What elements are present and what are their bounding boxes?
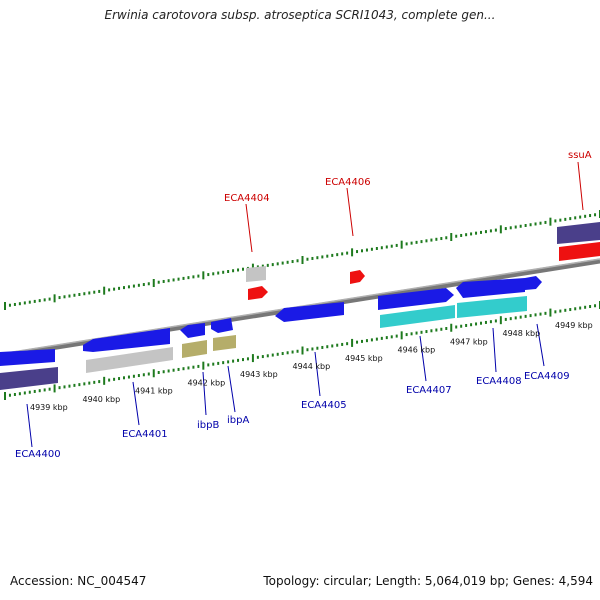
gene-ibpb-product[interactable]: [182, 340, 207, 358]
kbp-label: 4942 kbp: [188, 378, 226, 387]
gene-eca4408-arrow[interactable]: [456, 278, 525, 298]
gene-eca4408-product[interactable]: [457, 296, 527, 318]
gene-ssua-red[interactable]: [559, 242, 600, 261]
upper-tick-track: [4, 210, 600, 310]
kbp-label: 4947 kbp: [450, 337, 488, 346]
gene-eca4401-arrow[interactable]: [83, 328, 170, 352]
gene-eca4409-arrow[interactable]: [525, 276, 542, 290]
gene-eca4404-product[interactable]: [246, 266, 266, 282]
label-eca4404[interactable]: ECA4404: [224, 193, 270, 204]
label-eca4400[interactable]: ECA4400: [15, 449, 61, 460]
gene-ibpa-arrow[interactable]: [211, 318, 233, 333]
gene-eca4407-arrow[interactable]: [378, 288, 454, 310]
kbp-label: 4940 kbp: [83, 395, 121, 404]
kbp-label: 4949 kbp: [555, 321, 593, 330]
gene-eca4404-red[interactable]: [248, 286, 268, 300]
label-eca4407[interactable]: ECA4407: [406, 385, 452, 396]
top-gene-labels: ECA4404 ECA4406 ssuA: [224, 150, 592, 253]
gene-eca4405-arrow[interactable]: [275, 302, 344, 322]
label-ssua[interactable]: ssuA: [568, 150, 592, 161]
genome-title: Erwinia carotovora subsp. atroseptica SC…: [104, 8, 496, 22]
accession-text: Accession: NC_004547: [10, 574, 147, 588]
lower-tick-track: [4, 301, 600, 400]
kbp-label: 4943 kbp: [240, 370, 278, 379]
kbp-label: 4944 kbp: [293, 362, 331, 371]
label-eca4405[interactable]: ECA4405: [301, 400, 347, 411]
kbp-label: 4945 kbp: [345, 354, 383, 363]
kbp-scale-labels: 4939 kbp 4940 kbp 4941 kbp 4942 kbp 4943 kbp…: [30, 321, 593, 412]
label-eca4401[interactable]: ECA4401: [122, 429, 168, 440]
label-eca4408[interactable]: ECA4408: [476, 376, 522, 387]
gene-ssua-product[interactable]: [557, 222, 600, 244]
label-eca4406[interactable]: ECA4406: [325, 177, 371, 188]
gene-eca4407-product[interactable]: [380, 305, 455, 328]
label-ibpb[interactable]: ibpB: [197, 420, 219, 431]
genome-info-text: Topology: circular; Length: 5,064,019 bp…: [263, 574, 593, 588]
gene-eca4406-red[interactable]: [350, 270, 365, 284]
gene-eca4400-arrow[interactable]: [0, 349, 55, 366]
kbp-label: 4946 kbp: [398, 346, 436, 355]
label-eca4409[interactable]: ECA4409: [524, 371, 570, 382]
label-ibpa[interactable]: ibpA: [227, 415, 249, 426]
gene-eca4400-product[interactable]: [0, 367, 58, 390]
gene-ibpa-product[interactable]: [213, 335, 236, 351]
gene-eca4401-product[interactable]: [86, 347, 173, 373]
bottom-gene-labels: ECA4400 ECA4401 ibpB ibpA ECA4405 ECA440…: [15, 323, 570, 460]
kbp-label: 4948 kbp: [503, 329, 541, 338]
kbp-label: 4941 kbp: [135, 387, 173, 396]
kbp-label: 4939 kbp: [30, 403, 68, 412]
gene-ibpb-arrow[interactable]: [180, 323, 205, 338]
